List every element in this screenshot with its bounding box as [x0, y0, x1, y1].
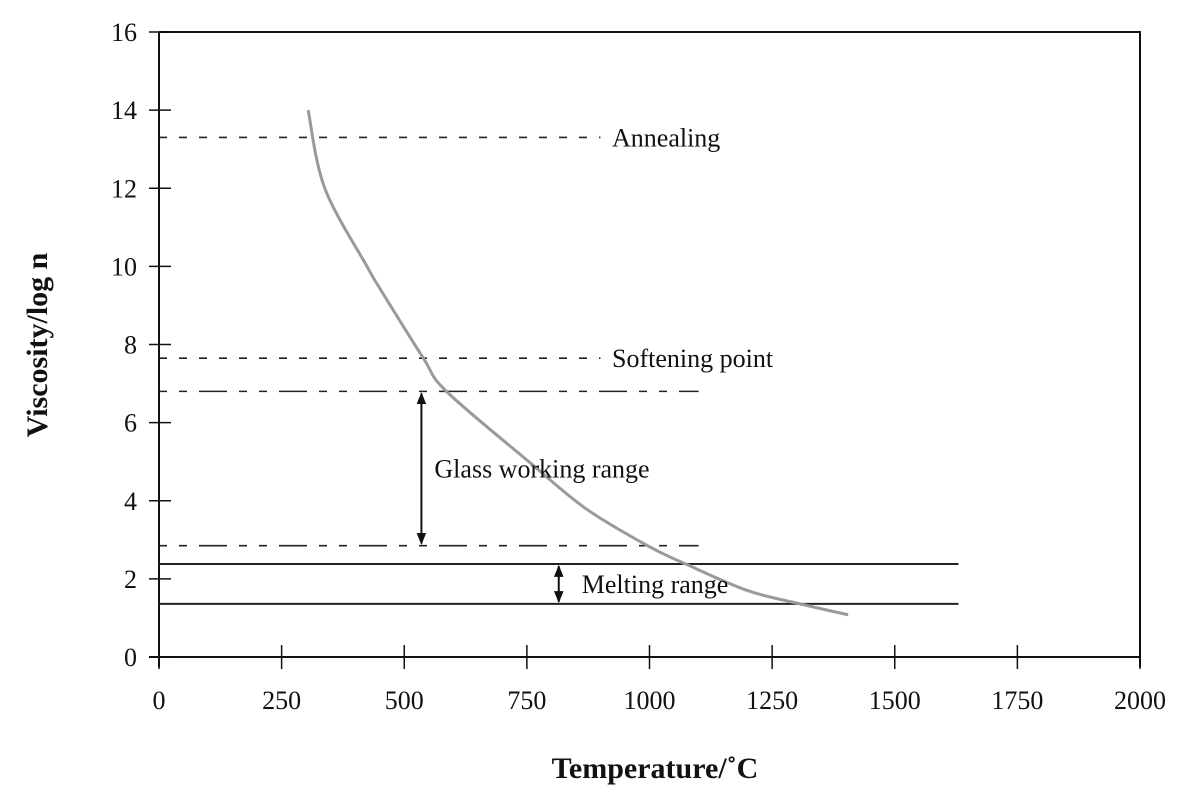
range-label: Glass working range: [434, 455, 649, 484]
y-tick-label: 2: [124, 565, 137, 594]
y-tick-label: 16: [111, 18, 137, 47]
y-tick-label: 10: [111, 252, 137, 281]
y-tick-label: 4: [124, 487, 137, 516]
x-tick-label: 1000: [624, 686, 676, 715]
y-tick-label: 8: [124, 331, 137, 360]
y-tick-label: 0: [124, 643, 137, 672]
y-tick-label: 6: [124, 409, 137, 438]
x-tick-label: 500: [385, 686, 424, 715]
x-tick-label: 2000: [1114, 686, 1166, 715]
x-tick-label: 750: [507, 686, 546, 715]
x-tick-label: 1250: [746, 686, 798, 715]
x-tick-label: 1500: [869, 686, 921, 715]
y-axis-title: Viscosity/log n: [21, 252, 54, 437]
x-tick-label: 250: [262, 686, 301, 715]
reference-label: Annealing: [612, 123, 720, 152]
viscosity-curve: [306, 109, 849, 617]
x-axis-title: Temperature/˚C: [552, 752, 759, 785]
y-tick-label: 12: [111, 174, 137, 203]
reference-label: Softening point: [612, 344, 774, 373]
range-label: Melting range: [582, 570, 729, 599]
x-tick-label: 0: [153, 686, 166, 715]
y-tick-label: 14: [111, 96, 137, 125]
x-tick-label: 1750: [991, 686, 1043, 715]
